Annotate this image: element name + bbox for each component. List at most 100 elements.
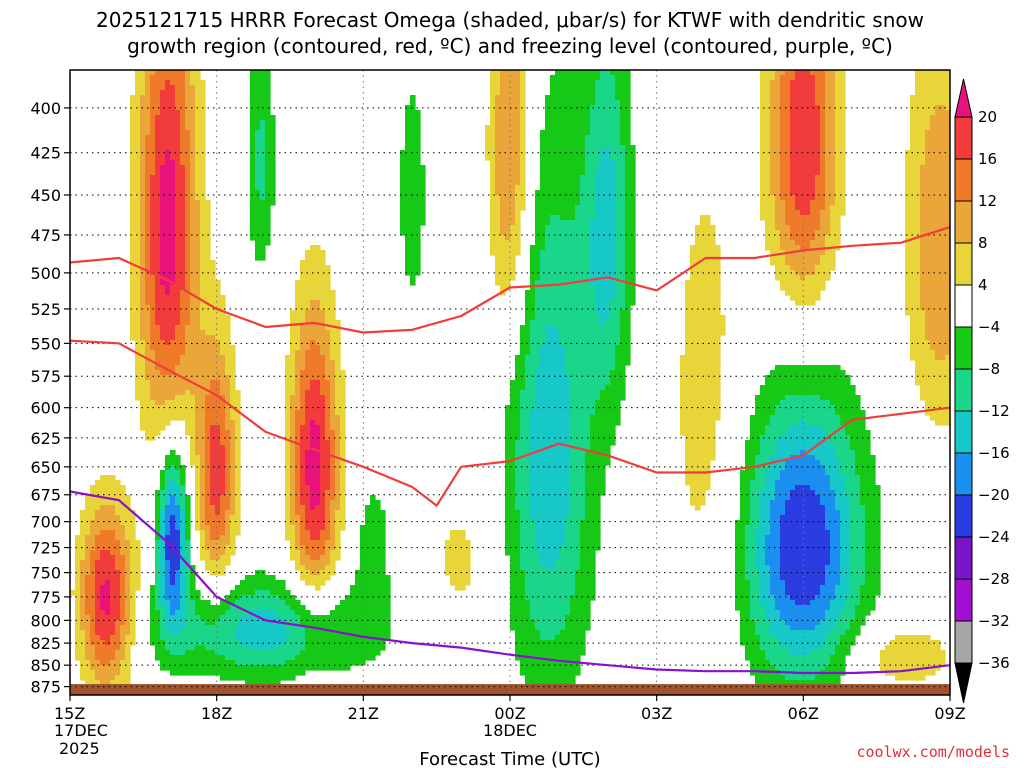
- omega-cell: [765, 95, 771, 101]
- omega-cell: [930, 345, 936, 351]
- omega-cell: [580, 235, 586, 241]
- omega-cell: [575, 200, 581, 206]
- omega-cell: [815, 195, 821, 201]
- omega-cell: [565, 240, 571, 246]
- omega-cell: [785, 220, 791, 226]
- omega-cell: [820, 240, 826, 246]
- omega-cell: [130, 175, 136, 181]
- omega-cell: [905, 210, 911, 216]
- omega-cell: [605, 350, 611, 356]
- omega-cell: [800, 375, 806, 381]
- omega-cell: [920, 100, 926, 106]
- omega-cell: [190, 300, 196, 306]
- omega-cell: [705, 215, 711, 221]
- omega-cell: [285, 365, 291, 371]
- omega-cell: [610, 285, 616, 291]
- omega-cell: [800, 390, 806, 396]
- omega-cell: [570, 370, 576, 376]
- omega-cell: [795, 85, 801, 91]
- omega-cell: [685, 295, 691, 301]
- omega-cell: [265, 75, 271, 81]
- omega-cell: [625, 345, 631, 351]
- omega-cell: [905, 200, 911, 206]
- omega-cell: [595, 390, 601, 396]
- omega-cell: [175, 215, 181, 221]
- omega-cell: [605, 240, 611, 246]
- omega-cell: [295, 400, 301, 406]
- omega-cell: [805, 365, 811, 371]
- omega-cell: [560, 295, 566, 301]
- omega-cell: [320, 365, 326, 371]
- omega-cell: [135, 155, 141, 161]
- omega-cell: [525, 390, 531, 396]
- omega-cell: [700, 400, 706, 406]
- omega-cell: [600, 230, 606, 236]
- omega-cell: [800, 140, 806, 146]
- omega-cell: [535, 355, 541, 361]
- omega-cell: [790, 145, 796, 151]
- omega-cell: [130, 210, 136, 216]
- omega-cell: [325, 335, 331, 341]
- omega-cell: [410, 205, 416, 211]
- omega-cell: [700, 375, 706, 381]
- omega-cell: [595, 165, 601, 171]
- omega-cell: [945, 365, 950, 371]
- omega-cell: [610, 115, 616, 121]
- omega-cell: [780, 285, 786, 291]
- omega-cell: [575, 330, 581, 336]
- omega-cell: [400, 205, 406, 211]
- omega-cell: [290, 335, 296, 341]
- omega-cell: [185, 215, 191, 221]
- omega-cell: [705, 365, 711, 371]
- omega-cell: [305, 385, 311, 391]
- omega-cell: [135, 360, 141, 366]
- omega-cell: [145, 400, 151, 406]
- omega-cell: [935, 355, 941, 361]
- omega-cell: [925, 295, 931, 301]
- omega-cell: [195, 170, 201, 176]
- omega-cell: [585, 400, 591, 406]
- omega-cell: [160, 240, 166, 246]
- omega-cell: [765, 215, 771, 221]
- omega-cell: [600, 220, 606, 226]
- omega-cell: [405, 190, 411, 196]
- omega-cell: [295, 340, 301, 346]
- omega-cell: [840, 165, 846, 171]
- omega-cell: [325, 330, 331, 336]
- omega-cell: [260, 80, 266, 86]
- omega-cell: [190, 345, 196, 351]
- omega-cell: [320, 320, 326, 326]
- omega-cell: [555, 330, 561, 336]
- omega-cell: [630, 155, 636, 161]
- omega-cell: [165, 310, 171, 316]
- omega-cell: [620, 255, 626, 261]
- omega-cell: [780, 110, 786, 116]
- omega-cell: [710, 270, 716, 276]
- omega-cell: [175, 195, 181, 201]
- omega-cell: [210, 335, 216, 341]
- omega-cell: [610, 90, 616, 96]
- omega-cell: [560, 300, 566, 306]
- omega-cell: [155, 320, 161, 326]
- omega-cell: [560, 320, 566, 326]
- omega-cell: [800, 185, 806, 191]
- omega-cell: [155, 165, 161, 171]
- omega-cell: [185, 375, 191, 381]
- omega-cell: [260, 175, 266, 181]
- omega-cell: [600, 320, 606, 326]
- omega-cell: [925, 145, 931, 151]
- omega-cell: [785, 385, 791, 391]
- omega-cell: [535, 190, 541, 196]
- omega-cell: [610, 215, 616, 221]
- omega-cell: [915, 300, 921, 306]
- omega-cell: [580, 325, 586, 331]
- omega-cell: [175, 125, 181, 131]
- omega-cell: [825, 95, 831, 101]
- omega-cell: [190, 385, 196, 391]
- omega-cell: [325, 365, 331, 371]
- omega-cell: [410, 280, 416, 286]
- omega-cell: [410, 170, 416, 176]
- omega-cell: [175, 110, 181, 116]
- omega-cell: [800, 260, 806, 266]
- omega-cell: [525, 320, 531, 326]
